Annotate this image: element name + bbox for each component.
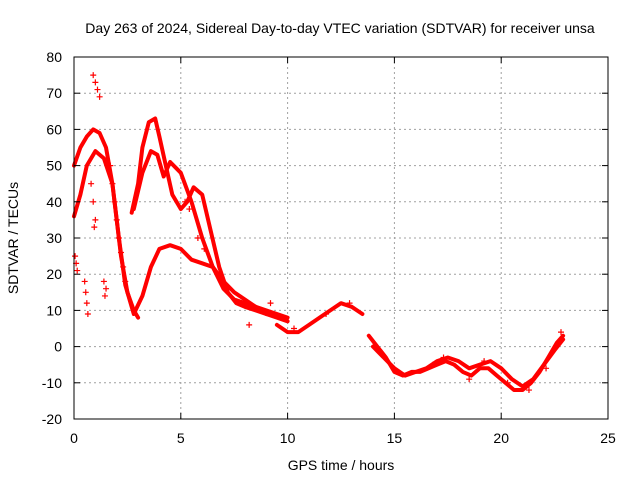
y-tick-label: -20 <box>42 411 62 427</box>
data-point-marker <box>543 365 550 372</box>
y-tick-label: 0 <box>54 339 62 355</box>
data-point-marker <box>122 278 129 285</box>
chart-title: Day 263 of 2024, Sidereal Day-to-day VTE… <box>85 20 595 36</box>
data-point-marker <box>90 72 97 79</box>
data-point-marker <box>92 216 99 223</box>
x-tick-label: 0 <box>70 430 78 446</box>
data-point-marker <box>84 311 91 318</box>
x-tick-label: 25 <box>600 430 616 446</box>
y-tick-label: 70 <box>46 85 62 101</box>
data-point-marker <box>429 361 436 368</box>
y-tick-label: 20 <box>46 266 62 282</box>
x-axis-label: GPS time / hours <box>288 457 395 473</box>
data-point-marker <box>91 224 98 231</box>
series-track-c <box>129 116 290 324</box>
data-point-marker <box>100 278 107 285</box>
series-track-d <box>131 149 290 320</box>
series-track-g <box>371 337 566 389</box>
data-point-marker <box>115 235 122 241</box>
y-tick-label: 40 <box>46 194 62 210</box>
y-tick-label: 60 <box>46 121 62 137</box>
x-tick-label: 20 <box>493 430 509 446</box>
data-point-marker <box>346 300 353 307</box>
data-point-marker <box>81 278 88 285</box>
data-point-marker <box>440 354 447 361</box>
data-point-marker <box>111 198 118 205</box>
y-tick-label: 30 <box>46 230 62 246</box>
data-point-marker <box>103 285 110 292</box>
data-point-marker <box>291 325 298 332</box>
data-point-marker <box>558 329 565 336</box>
y-tick-label: 10 <box>46 302 62 318</box>
y-tick-label: 80 <box>46 49 62 65</box>
data-point-marker <box>72 253 79 260</box>
data-point-marker <box>280 314 287 321</box>
data-point-marker <box>109 180 116 187</box>
data-point-marker <box>82 289 89 296</box>
axes: 0 5 10 15 20 25 -20 -10 0 10 20 30 40 50 60 70 80 <box>42 49 616 446</box>
data-point-marker <box>186 206 193 213</box>
data-point-marker <box>88 180 95 187</box>
data-point-marker <box>182 198 189 205</box>
data-point-marker <box>113 216 120 223</box>
data-point-marker <box>83 300 90 307</box>
data-point-marker <box>94 86 101 93</box>
series-track-f <box>366 333 566 392</box>
data-point-marker <box>525 387 532 394</box>
y-tick-label: -10 <box>42 375 62 391</box>
data-point-marker <box>323 311 330 318</box>
data-point-marker <box>92 79 99 86</box>
data-point-marker <box>101 292 108 299</box>
y-tick-label: 50 <box>46 158 62 174</box>
x-tick-label: 15 <box>387 430 403 446</box>
x-tick-label: 10 <box>280 430 296 446</box>
data-point-marker <box>90 198 97 205</box>
data-point-marker <box>504 379 511 386</box>
data-point-marker <box>96 93 103 100</box>
grid <box>74 57 608 419</box>
data-point-marker <box>194 235 201 241</box>
plot-area <box>72 72 566 394</box>
data-point-marker <box>117 249 124 256</box>
data-point-marker <box>466 376 473 383</box>
data-point-marker <box>201 245 208 252</box>
data-point-marker <box>107 162 114 169</box>
x-tick-label: 5 <box>177 430 185 446</box>
data-point-marker <box>120 263 127 270</box>
series-track-e <box>274 301 365 335</box>
y-axis-label: SDTVAR / TECUs <box>5 182 21 294</box>
data-point-marker <box>481 358 488 365</box>
data-point-marker <box>267 300 274 307</box>
data-point-marker <box>74 267 81 274</box>
data-point-marker <box>246 321 253 328</box>
